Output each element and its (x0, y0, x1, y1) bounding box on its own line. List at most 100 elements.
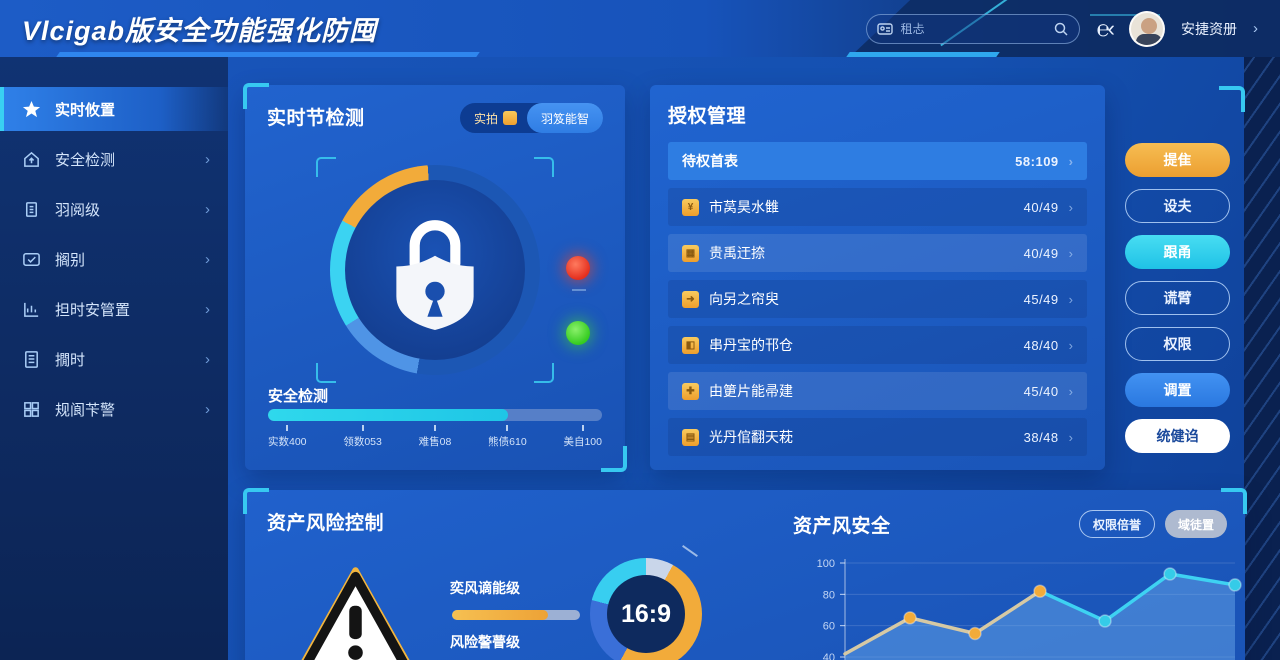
auth-row-value: 48/40 (1023, 337, 1059, 353)
chart-filter-button-2[interactable]: 域徒置 (1164, 510, 1227, 538)
chevron-right-icon[interactable]: › (1253, 20, 1258, 37)
search-icon[interactable] (1053, 21, 1069, 37)
auth-row[interactable]: ➜ 向另之帘臾 45/49 › (668, 280, 1087, 318)
scan-corner (534, 363, 554, 383)
auth-row-label: 光丹倌翻天萙 (709, 429, 793, 445)
scan-corner (316, 363, 336, 383)
star-icon (22, 100, 41, 117)
risk-progress (452, 610, 580, 620)
sidebar-item-label: 规阆苄警 (55, 401, 116, 419)
search-input[interactable] (900, 21, 1047, 36)
coin-arrow-icon: ➜ (682, 290, 699, 308)
auth-row[interactable]: ✚ 由筻片能帚建 45/40 › (668, 372, 1087, 410)
auth-row[interactable]: ▦ 贵禹迀捺 40/49 › (668, 234, 1087, 272)
action-button-6[interactable]: 调置 (1125, 373, 1230, 407)
sidebar-item-realtime[interactable]: 实时攸置 (0, 87, 228, 131)
led-divider (572, 289, 586, 291)
scan-corner (316, 157, 336, 177)
detection-mode-toggle[interactable]: 实拍 羽笈能智 (459, 103, 603, 133)
action-button-permissions[interactable]: 权限 (1125, 327, 1230, 361)
panel-title: 资产风险控制 (267, 513, 385, 534)
document-icon (25, 350, 38, 368)
svg-text:100: 100 (817, 558, 835, 570)
corner-accent (243, 488, 269, 514)
auth-actions: 提隹 设夫 跟甬 谎臂 权限 调置 统健诌 (1125, 143, 1230, 453)
warning-triangle-icon (293, 562, 418, 660)
lock-icon (396, 220, 474, 330)
svg-text:60: 60 (823, 621, 835, 633)
coin-icon: ¥ (682, 198, 699, 216)
sidebar-item-security-check[interactable]: 安全检测 › (0, 137, 228, 181)
header-strip (56, 52, 480, 57)
chevron-right-icon: › (1068, 199, 1073, 215)
user-name[interactable]: 安捷资册 (1181, 20, 1237, 37)
action-button-7[interactable]: 统健诌 (1125, 419, 1230, 453)
sidebar-item-filter[interactable]: 搁别 › (0, 237, 228, 281)
toggle-right-option[interactable]: 羽笈能智 (526, 103, 603, 133)
gauge-ring (330, 165, 540, 375)
security-progress-fill (268, 409, 509, 421)
auth-row-label: 市莴昊水雔 (709, 199, 779, 215)
home-upload-icon (24, 151, 39, 167)
progress-label: 安全检测 (268, 388, 329, 405)
risk-metric-label: 奕风谪能级 (450, 580, 520, 596)
corner-accent (243, 83, 269, 109)
chevron-right-icon: › (1068, 337, 1073, 353)
search-box[interactable] (866, 13, 1081, 44)
chart-icon (24, 302, 39, 317)
sidebar-item-label: 担时安管置 (55, 301, 131, 319)
auth-row[interactable]: 待权首表 58:109 › (668, 142, 1087, 180)
plus-grid-icon: ✚ (682, 382, 699, 400)
auth-row[interactable]: ▤ 光丹倌翻天萙 38/48 › (668, 418, 1087, 456)
action-button-3[interactable]: 跟甬 (1125, 235, 1230, 269)
chart-filter-button-1[interactable]: 权限倍誉 (1078, 510, 1155, 538)
sidebar-item-management[interactable]: 担时安管置 › (0, 287, 228, 331)
panel-title: 授权管理 (668, 106, 747, 127)
tick-label: 美自100 (563, 425, 602, 449)
notebook-icon: ▤ (682, 428, 699, 446)
sidebar-item-level[interactable]: 羽阅级 › (0, 187, 228, 231)
sidebar: 实时攸置 安全检测 › 羽阅级 › 搁别 › 担时安管置 › 撊时 › (0, 57, 228, 660)
chevron-right-icon: › (205, 150, 210, 168)
auth-row-label: 由筻片能帚建 (709, 383, 793, 399)
progress-ticks: 实数400 领数053 难售08 熊债610 美自100 (268, 425, 602, 449)
sidebar-item-label: 羽阅级 (55, 201, 101, 219)
sidebar-item-label: 安全检测 (55, 151, 116, 169)
auth-row-label: 向另之帘臾 (709, 291, 779, 307)
tick-label: 领数053 (343, 425, 382, 449)
donut-center-label: 16:9 (620, 599, 672, 628)
corner-accent (601, 446, 627, 472)
chevron-right-icon: › (1068, 429, 1073, 445)
risk-progress-fill (452, 610, 548, 620)
camera-chip-icon (502, 111, 517, 125)
svg-text:40: 40 (823, 652, 835, 660)
action-button-1[interactable]: 提隹 (1125, 143, 1230, 177)
auth-row-label: 贵禹迀捺 (709, 245, 765, 261)
sidebar-item-label: 搁别 (55, 251, 86, 269)
header-accent-line (1090, 14, 1160, 16)
refresh-icon[interactable]: ℮‹ (1096, 15, 1114, 41)
app-header: Vlcigab版安全功能强化防囤 ℮‹ 安捷资册 › (0, 0, 1280, 57)
tick-label: 熊债610 (488, 425, 527, 449)
status-led-red (566, 256, 590, 280)
avatar[interactable] (1129, 10, 1165, 47)
sidebar-item-label: 撊时 (55, 351, 86, 369)
header-strip (846, 52, 1000, 57)
tick-label: 实数400 (268, 425, 307, 449)
toggle-left-option[interactable]: 实拍 (460, 110, 527, 127)
action-button-2[interactable]: 设夫 (1125, 189, 1230, 223)
mail-check-icon (23, 252, 40, 266)
auth-row[interactable]: ◧ 串丹宝的邗仓 48/40 › (668, 326, 1087, 364)
decorative-side-band (1244, 57, 1280, 660)
sidebar-item-rules-alert[interactable]: 规阆苄警 › (0, 387, 228, 431)
auth-row-value: 45/49 (1023, 291, 1059, 307)
ratio-donut-chart: 16:9 (590, 558, 702, 660)
asset-line-chart: 100 80 60 40 (790, 552, 1245, 660)
sidebar-item-label: 实时攸置 (55, 101, 116, 119)
sidebar-item-report[interactable]: 撊时 › (0, 337, 228, 381)
asset-chart-title: 资产风安全 (793, 515, 891, 537)
puzzle-icon: ▦ (682, 244, 699, 262)
status-led-green (566, 321, 590, 345)
auth-row[interactable]: ¥ 市莴昊水雔 40/49 › (668, 188, 1087, 226)
action-button-4[interactable]: 谎臂 (1125, 281, 1230, 315)
